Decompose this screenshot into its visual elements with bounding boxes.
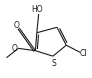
- Text: O: O: [11, 44, 17, 53]
- Text: Cl: Cl: [80, 49, 87, 58]
- Text: O: O: [14, 21, 20, 30]
- Text: HO: HO: [31, 5, 43, 14]
- Text: S: S: [51, 59, 56, 68]
